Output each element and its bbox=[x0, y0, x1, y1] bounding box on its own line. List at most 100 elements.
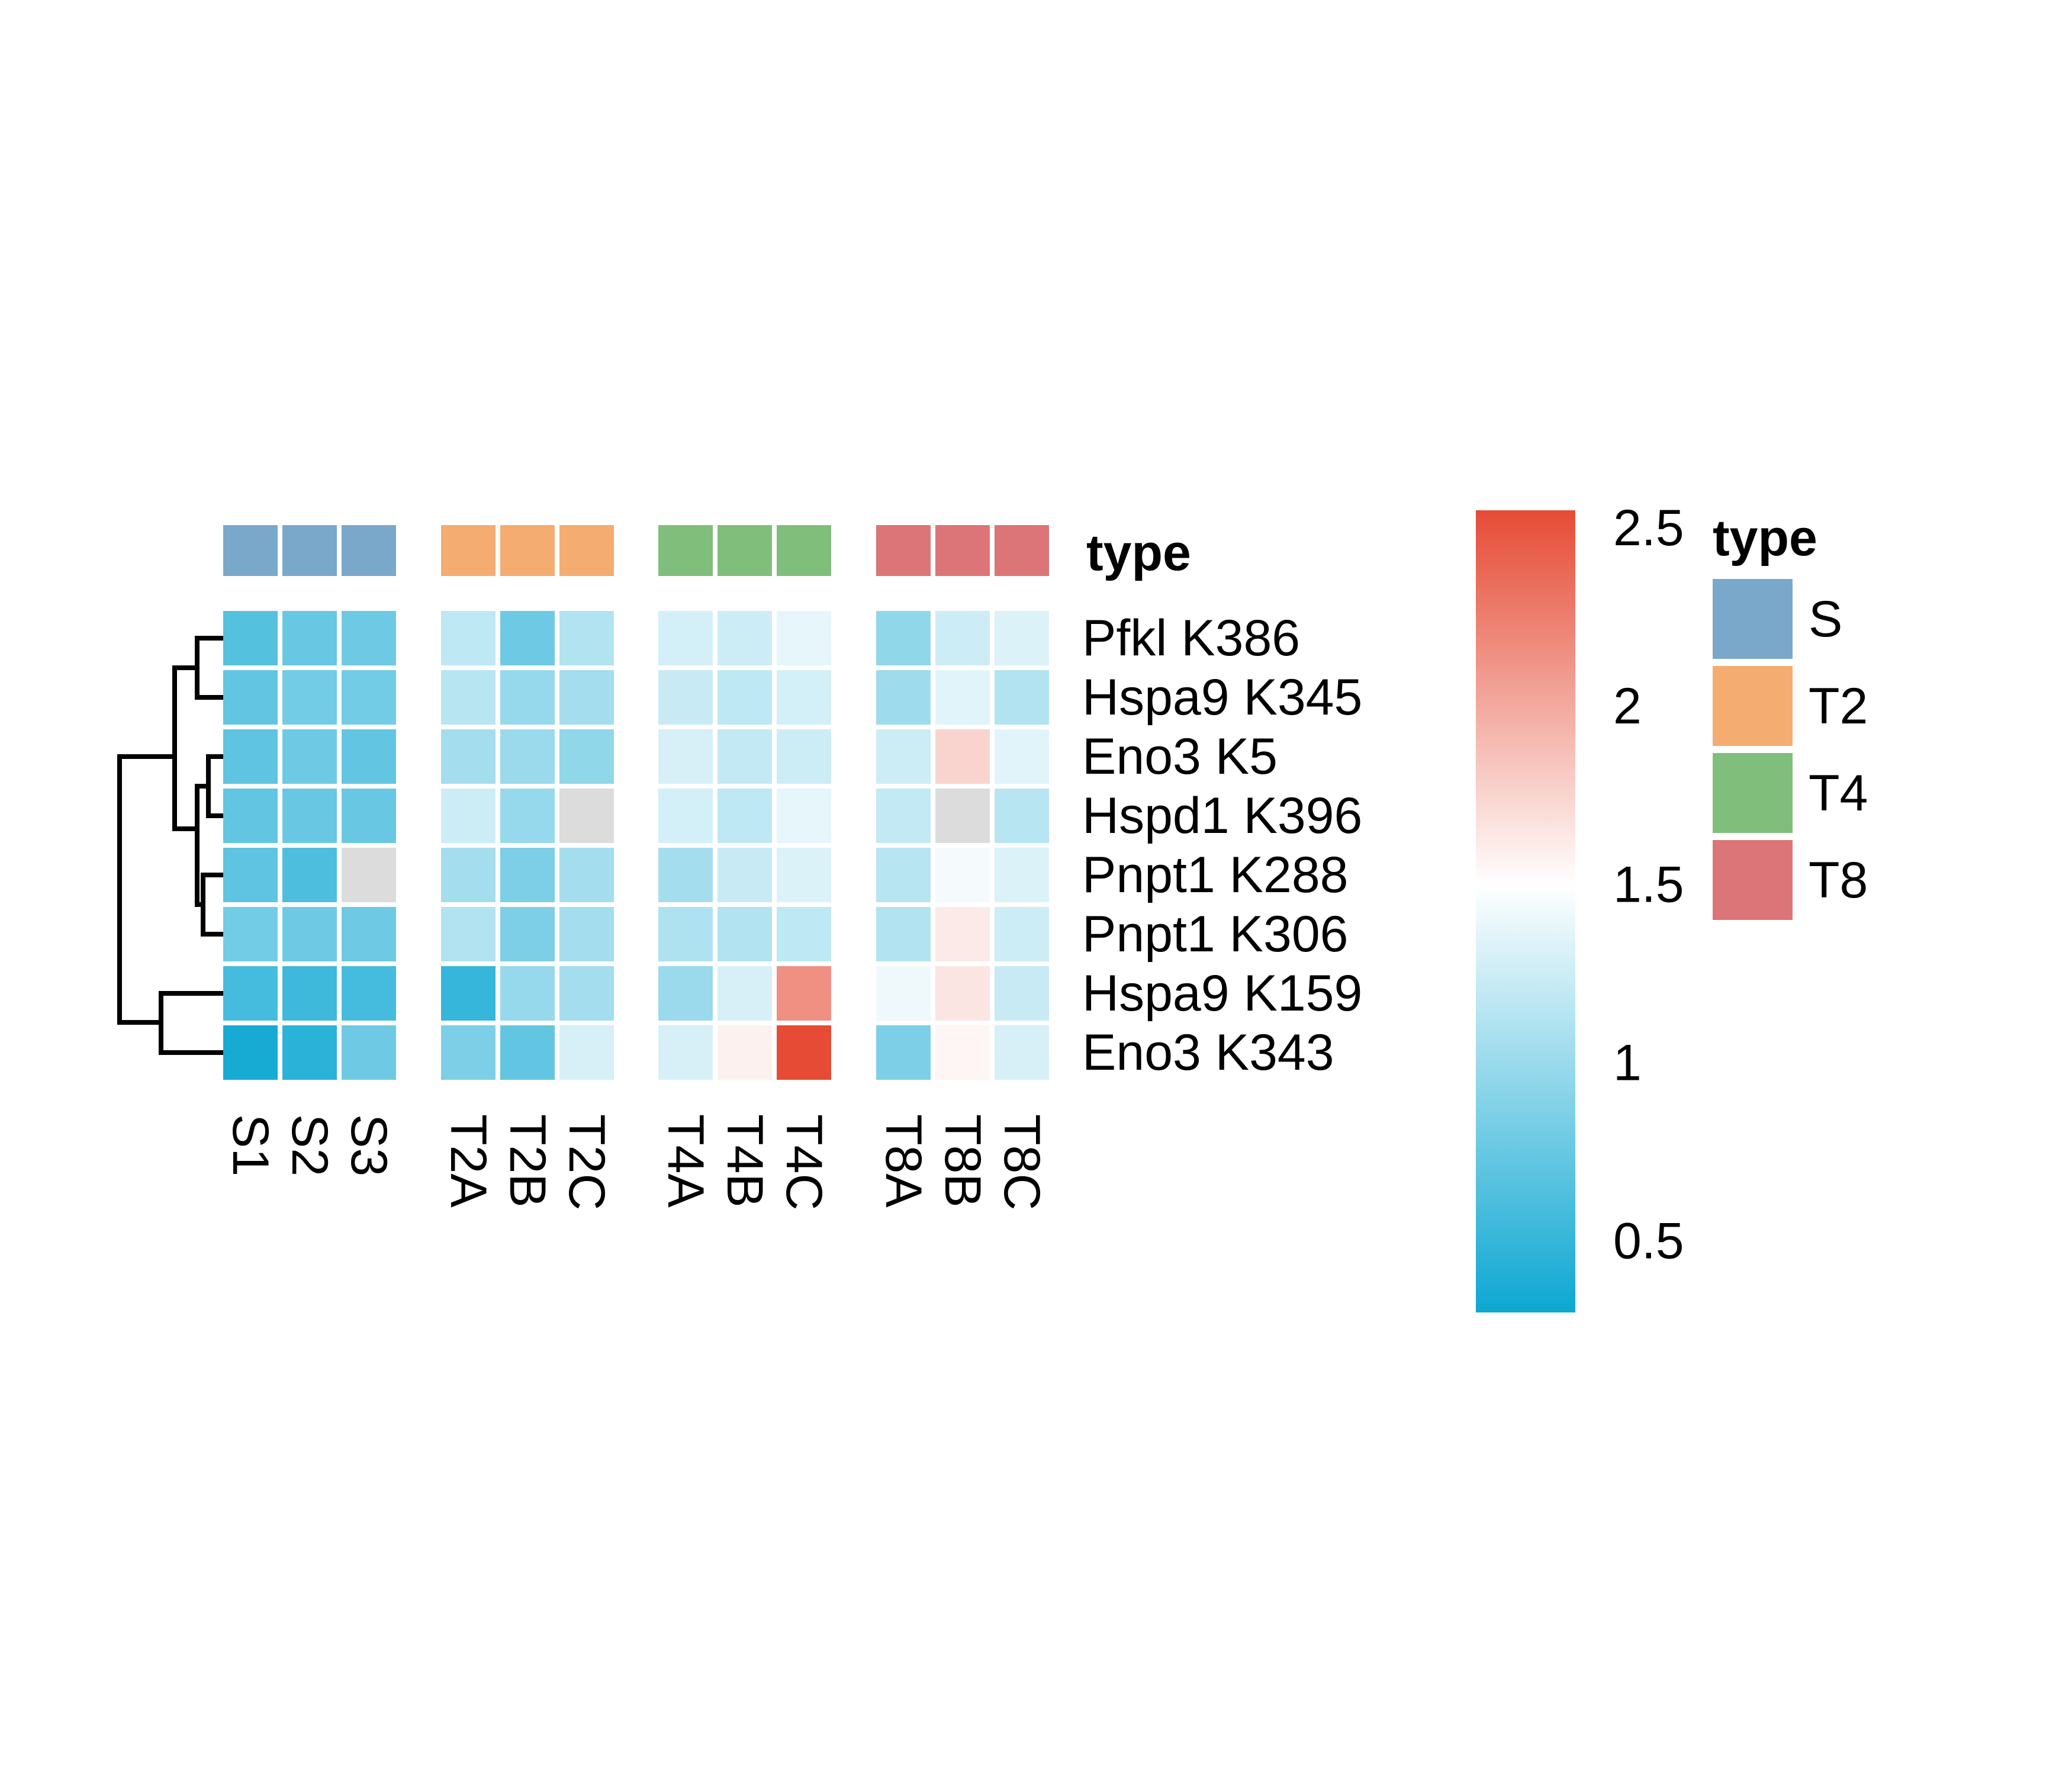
column-label: S2 bbox=[281, 1114, 338, 1176]
legend-label: T4 bbox=[1809, 765, 1868, 822]
heatmap-cell bbox=[718, 966, 772, 1021]
heatmap-cell bbox=[559, 670, 614, 725]
dendrogram-branch bbox=[159, 991, 223, 1055]
heatmap-cell bbox=[658, 848, 713, 902]
column-label: T8A bbox=[875, 1114, 932, 1208]
heatmap-cell bbox=[777, 966, 831, 1021]
column-label: T2C bbox=[558, 1114, 615, 1210]
annotation-cell-t2b bbox=[500, 525, 555, 576]
annotation-cell-t4a bbox=[658, 525, 713, 576]
heatmap-cell bbox=[559, 611, 614, 665]
heatmap-cell bbox=[342, 907, 396, 961]
heatmap-cell bbox=[282, 848, 337, 902]
annotation-cell-t8b bbox=[935, 525, 990, 576]
heatmap-cell bbox=[995, 907, 1049, 961]
heatmap-cell bbox=[658, 907, 713, 961]
heatmap-cell bbox=[559, 907, 614, 961]
type-legend: type S T2 T4 T8 bbox=[1713, 510, 1868, 920]
heatmap-cell bbox=[995, 848, 1049, 902]
legend-label: T8 bbox=[1809, 852, 1868, 909]
heatmap-cell bbox=[223, 907, 278, 961]
annotation-cell-s3 bbox=[342, 525, 396, 576]
heatmap-cell bbox=[876, 848, 931, 902]
column-label: S1 bbox=[222, 1114, 279, 1176]
heatmap-cell bbox=[500, 1025, 555, 1080]
annotation-cell-t2c bbox=[559, 525, 614, 576]
heatmap-cell bbox=[223, 670, 278, 725]
annotation-cell-t2a bbox=[441, 525, 496, 576]
color-scale-bar: 0.5 1 1.5 2 2.5 bbox=[1476, 500, 1684, 1312]
row-label: Pnpt1 K288 bbox=[1082, 847, 1348, 903]
column-label: T2A bbox=[440, 1114, 497, 1208]
heatmap-cell bbox=[876, 907, 931, 961]
heatmap-cell bbox=[876, 611, 931, 665]
heatmap-cell bbox=[658, 1025, 713, 1080]
heatmap-cell bbox=[441, 848, 496, 902]
heatmap-cell bbox=[935, 848, 990, 902]
heatmap-cell bbox=[342, 611, 396, 665]
heatmap-cell bbox=[500, 670, 555, 725]
legend-swatch-t4 bbox=[1713, 753, 1793, 833]
annotation-cell-t4b bbox=[718, 525, 772, 576]
heatmap-cell bbox=[500, 729, 555, 784]
column-label: T4C bbox=[776, 1114, 832, 1210]
heatmap-cell bbox=[441, 611, 496, 665]
heatmap-cell bbox=[223, 729, 278, 784]
row-label: Eno3 K343 bbox=[1082, 1024, 1334, 1081]
heatmap-cell bbox=[441, 789, 496, 843]
heatmap-cell bbox=[718, 848, 772, 902]
heatmap-cell bbox=[658, 611, 713, 665]
heatmap-cell bbox=[342, 1025, 396, 1080]
column-label: T2B bbox=[499, 1114, 556, 1208]
heatmap-cell bbox=[282, 670, 337, 725]
heatmap-cell bbox=[995, 966, 1049, 1021]
colorbar-gradient bbox=[1476, 510, 1575, 1312]
heatmap-cell bbox=[876, 729, 931, 784]
heatmap-cell bbox=[718, 611, 772, 665]
heatmap-cell bbox=[500, 789, 555, 843]
legend-swatch-t8 bbox=[1713, 840, 1793, 920]
annotation-cell-t4c bbox=[777, 525, 831, 576]
annotation-cell-t8c bbox=[995, 525, 1049, 576]
legend-swatch-s bbox=[1713, 579, 1793, 659]
heatmap-cell bbox=[935, 789, 990, 843]
column-label: T4B bbox=[716, 1114, 773, 1208]
dendrogram-branch bbox=[195, 636, 223, 700]
heatmap-cell bbox=[342, 789, 396, 843]
heatmap-cell bbox=[441, 1025, 496, 1080]
heatmap-cell bbox=[282, 789, 337, 843]
heatmap-cell bbox=[441, 907, 496, 961]
heatmap-cell bbox=[995, 729, 1049, 784]
type-annotation-bar bbox=[223, 525, 1049, 576]
heatmap-cell bbox=[777, 848, 831, 902]
heatmap-cell bbox=[777, 789, 831, 843]
dendrogram-branch bbox=[117, 754, 175, 1025]
row-label: Hspd1 K396 bbox=[1082, 787, 1362, 844]
heatmap-cell bbox=[876, 789, 931, 843]
heatmap-cell bbox=[441, 966, 496, 1021]
colorbar-tick-label: 0.5 bbox=[1613, 1213, 1684, 1270]
legend-label: T2 bbox=[1809, 678, 1868, 735]
heatmap-cell bbox=[559, 1025, 614, 1080]
heatmap-cells bbox=[223, 611, 1049, 1080]
heatmap-cell bbox=[718, 670, 772, 725]
column-labels: S1 S2 S3 T2A T2B T2C T4A T4B T4C T8A T8B T8C bbox=[222, 1114, 1050, 1210]
column-label: S3 bbox=[340, 1114, 397, 1176]
heatmap-cell bbox=[777, 729, 831, 784]
heatmap-cell bbox=[559, 848, 614, 902]
heatmap-cell bbox=[223, 789, 278, 843]
row-label: Eno3 K5 bbox=[1082, 728, 1278, 785]
dendrogram-branch bbox=[201, 873, 223, 937]
dendrogram-branch bbox=[195, 784, 208, 907]
heatmap-cell bbox=[935, 966, 990, 1021]
legend-title: type bbox=[1713, 510, 1817, 567]
heatmap-cell bbox=[342, 966, 396, 1021]
heatmap-cell bbox=[223, 848, 278, 902]
dendrogram-branch bbox=[172, 665, 197, 831]
annotation-cell-t8a bbox=[876, 525, 931, 576]
row-label: Hspa9 K159 bbox=[1082, 965, 1362, 1022]
heatmap-cell bbox=[777, 1025, 831, 1080]
heatmap-cell bbox=[342, 670, 396, 725]
colorbar-tick-label: 2.5 bbox=[1613, 500, 1684, 556]
